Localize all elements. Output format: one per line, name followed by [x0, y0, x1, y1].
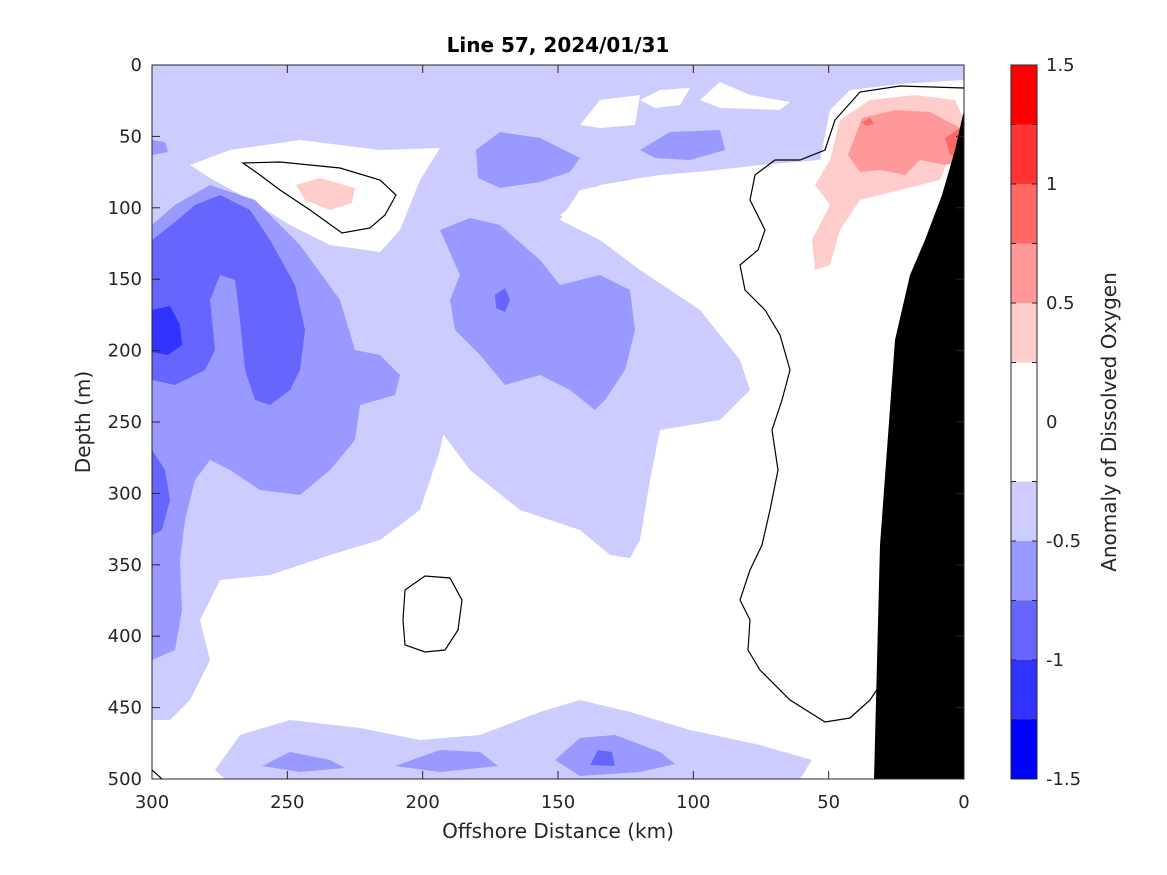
contour-fill-medium-blue-center [440, 218, 635, 410]
contour-fill-dark-blue-spot [495, 288, 510, 312]
y-axis: 0 50 100 150 200 250 300 350 400 450 500 [108, 55, 964, 790]
contour-fill-dark-blue-bottom [590, 750, 615, 766]
contour-fill-red-coast [848, 110, 964, 175]
contour-fill-dark-blue-west [152, 195, 305, 405]
contour-fill-medium-blue-top2 [640, 130, 725, 160]
x-tick-label: 300 [135, 792, 169, 813]
colorbar-frame [1010, 64, 1038, 780]
x-tick-label: 250 [270, 792, 304, 813]
contour-fill-medium-blue-left-edge [152, 140, 168, 155]
zero-contour-island [402, 575, 463, 653]
colorbar-swatch [1011, 481, 1037, 541]
colorbar-tick-label: -0.5 [1046, 531, 1081, 552]
colorbar-swatch [1011, 660, 1037, 720]
zero-contour-lines [152, 85, 964, 779]
colorbar-swatch [1011, 184, 1037, 244]
zero-contour-corner [152, 769, 163, 779]
colorbar-ticks: 1.5 1 0.5 0 -0.5 -1 -1.5 [1011, 55, 1081, 790]
y-tick-label: 150 [108, 269, 142, 290]
zero-contour-coastal [739, 85, 964, 723]
colorbar-swatch [1011, 303, 1037, 363]
y-tick-label: 100 [108, 198, 142, 219]
colorbar-swatch [1011, 65, 1037, 125]
colorbar-tick-label: -1 [1046, 650, 1064, 671]
y-tick-label: 300 [108, 483, 142, 504]
contour-fill-darker-blue-west [152, 306, 182, 355]
colorbar-label: Anomaly of Dissolved Oxygen [1097, 272, 1121, 572]
x-tick-label: 200 [405, 792, 439, 813]
colorbar-swatch [1011, 124, 1037, 184]
contour-fill-medium-blue-top1 [476, 132, 580, 188]
contour-fill-medium-blue-bottom3 [555, 735, 675, 776]
y-tick-label: 0 [131, 55, 142, 76]
colorbar-swatch [1011, 243, 1037, 303]
colorbar-tick-label: -1.5 [1046, 769, 1081, 790]
y-tick-label: 50 [119, 126, 142, 147]
colorbar-swatch [1011, 362, 1037, 482]
y-tick-label: 500 [108, 769, 142, 790]
colorbar-swatch [1011, 600, 1037, 660]
contour-fill-medium-blue-bottom1 [262, 752, 345, 772]
colorbar-tick-label: 0 [1046, 412, 1057, 433]
contour-fill-white-top-2 [640, 88, 690, 108]
contour-fill-strong-red-dot [862, 118, 874, 126]
contour-fill-white-top-3 [700, 82, 790, 110]
y-tick-label: 350 [108, 555, 142, 576]
colorbar-tick-label: 0.5 [1046, 293, 1075, 314]
contour-fill-white-top-1 [580, 95, 640, 128]
colorbar-tick-label: 1.5 [1046, 55, 1075, 76]
y-axis-label: Depth (m) [71, 371, 95, 473]
colorbar-swatch [1011, 541, 1037, 601]
y-tick-label: 400 [108, 626, 142, 647]
x-axis-label: Offshore Distance (km) [442, 819, 674, 843]
zero-contour-lens-top [241, 161, 397, 234]
contour-fill-dark-blue-deep [152, 450, 170, 535]
plot-area [152, 65, 964, 779]
colorbar-tick-label: 1 [1046, 174, 1057, 195]
x-tick-label: 150 [541, 792, 575, 813]
contour-fill-medium-blue-bottom2 [395, 750, 498, 772]
chart-title: Line 57, 2024/01/31 [447, 33, 670, 57]
y-tick-label: 200 [108, 341, 142, 362]
contour-fill-medium-blue-west [152, 185, 400, 660]
colorbar-swatch [1011, 719, 1037, 779]
y-tick-label: 450 [108, 698, 142, 719]
contour-fill-white-lens [560, 170, 740, 232]
colorbar [1010, 64, 1038, 780]
x-axis: 300 250 200 150 100 50 0 [135, 65, 970, 813]
x-tick-label: 50 [817, 792, 840, 813]
y-tick-label: 250 [108, 412, 142, 433]
bathymetry-shelf [874, 110, 964, 779]
contour-fill-light-red-lens [296, 178, 355, 210]
x-tick-label: 100 [676, 792, 710, 813]
x-tick-label: 0 [958, 792, 969, 813]
